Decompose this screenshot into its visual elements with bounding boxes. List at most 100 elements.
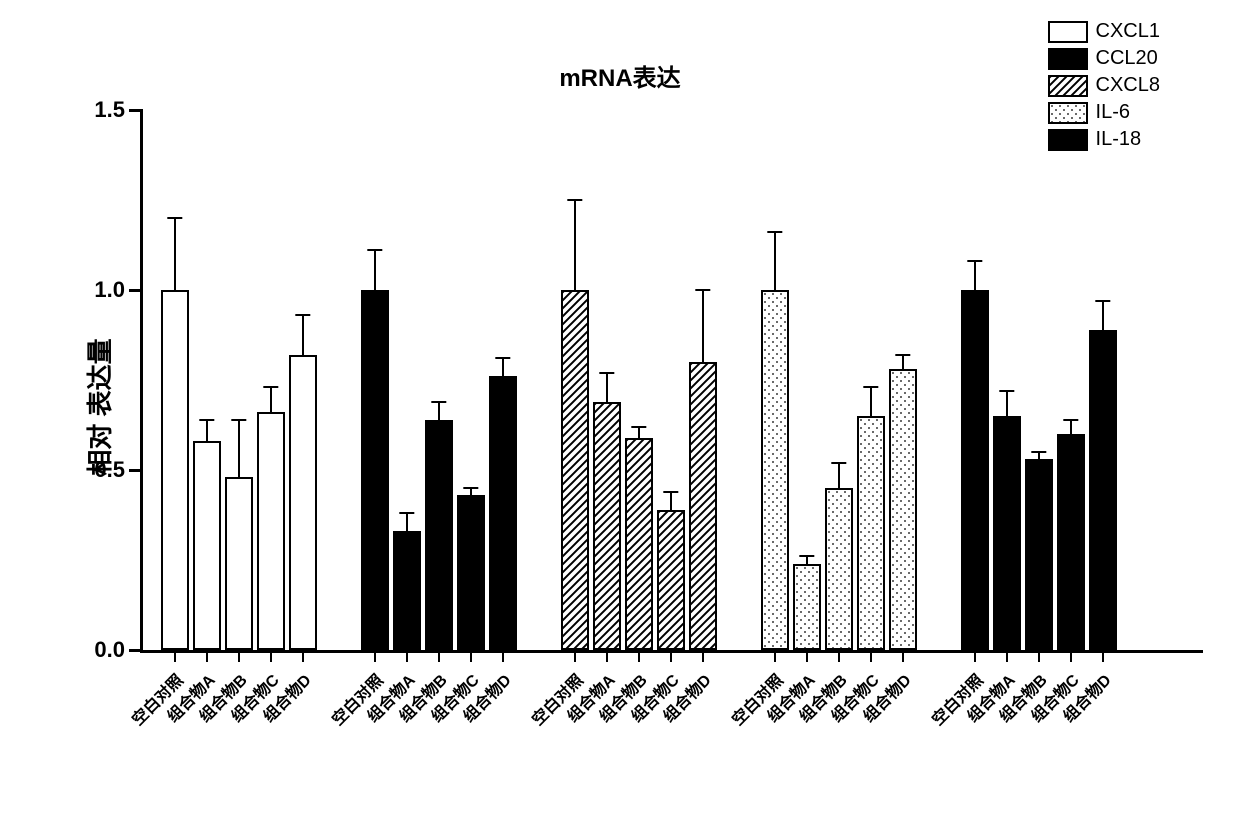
error-cap <box>463 487 478 489</box>
error-cap <box>631 426 646 428</box>
bar <box>593 402 621 650</box>
error-bar <box>1102 301 1104 330</box>
x-tick <box>870 650 872 662</box>
error-cap <box>1063 419 1078 421</box>
x-tick <box>238 650 240 662</box>
error-bar <box>574 200 576 290</box>
error-cap <box>1031 451 1046 453</box>
x-tick <box>1006 650 1008 662</box>
x-tick <box>1038 650 1040 662</box>
x-tick <box>806 650 808 662</box>
chart-title: mRNA表达 <box>559 58 680 93</box>
legend-swatch <box>1048 75 1088 97</box>
bar <box>961 290 989 650</box>
error-bar <box>374 250 376 290</box>
error-cap <box>231 419 246 421</box>
error-bar <box>438 402 440 420</box>
x-tick <box>502 650 504 662</box>
error-cap <box>1095 300 1110 302</box>
x-tick <box>302 650 304 662</box>
x-tick <box>702 650 704 662</box>
error-bar <box>1070 420 1072 434</box>
bar <box>289 355 317 650</box>
error-bar <box>502 358 504 376</box>
error-bar <box>302 315 304 355</box>
error-bar <box>606 373 608 402</box>
x-tick <box>206 650 208 662</box>
plot-area: 0.00.51.01.5空白对照组合物A组合物B组合物C组合物D空白对照组合物A… <box>140 110 1203 653</box>
legend-swatch <box>1048 48 1088 70</box>
error-cap <box>831 462 846 464</box>
y-tick <box>129 109 143 112</box>
error-cap <box>695 289 710 291</box>
y-tick <box>129 469 143 472</box>
y-tick <box>129 289 143 292</box>
bar <box>561 290 589 650</box>
bar <box>1025 459 1053 650</box>
error-cap <box>863 386 878 388</box>
x-tick <box>270 650 272 662</box>
bar <box>825 488 853 650</box>
error-bar <box>238 420 240 478</box>
x-tick <box>670 650 672 662</box>
legend-item: CXCL8 <box>1048 74 1160 97</box>
legend-item: CXCL1 <box>1048 20 1160 43</box>
legend-label: CCL20 <box>1096 47 1158 70</box>
bar <box>657 510 685 650</box>
y-tick-label: 1.5 <box>94 97 125 123</box>
error-bar <box>670 492 672 510</box>
x-tick <box>438 650 440 662</box>
error-cap <box>495 357 510 359</box>
y-tick <box>129 649 143 652</box>
x-tick <box>1102 650 1104 662</box>
legend-label: CXCL1 <box>1096 20 1160 43</box>
error-bar <box>174 218 176 290</box>
error-cap <box>999 390 1014 392</box>
error-cap <box>399 512 414 514</box>
error-cap <box>895 354 910 356</box>
bar <box>689 362 717 650</box>
error-bar <box>774 232 776 290</box>
y-axis-label: 相对 表达量 <box>80 338 117 475</box>
bar <box>857 416 885 650</box>
error-cap <box>767 231 782 233</box>
error-bar <box>974 261 976 290</box>
error-cap <box>199 419 214 421</box>
bar <box>457 495 485 650</box>
error-cap <box>263 386 278 388</box>
y-tick-label: 1.0 <box>94 277 125 303</box>
bar <box>361 290 389 650</box>
bar <box>889 369 917 650</box>
x-tick <box>974 650 976 662</box>
error-bar <box>1038 452 1040 459</box>
error-cap <box>599 372 614 374</box>
x-tick <box>574 650 576 662</box>
error-bar <box>1006 391 1008 416</box>
bar <box>993 416 1021 650</box>
x-tick <box>902 650 904 662</box>
error-cap <box>295 314 310 316</box>
error-bar <box>806 556 808 563</box>
x-tick <box>470 650 472 662</box>
error-bar <box>902 355 904 369</box>
error-bar <box>838 463 840 488</box>
x-tick <box>406 650 408 662</box>
bar <box>1089 330 1117 650</box>
y-tick-label: 0.5 <box>94 457 125 483</box>
error-cap <box>367 249 382 251</box>
bar <box>489 376 517 650</box>
error-bar <box>470 488 472 495</box>
x-tick <box>1070 650 1072 662</box>
bar <box>161 290 189 650</box>
bar <box>793 564 821 650</box>
bar <box>225 477 253 650</box>
x-tick <box>374 650 376 662</box>
legend-swatch <box>1048 21 1088 43</box>
error-cap <box>567 199 582 201</box>
error-bar <box>206 420 208 442</box>
bar <box>761 290 789 650</box>
error-bar <box>270 387 272 412</box>
error-bar <box>870 387 872 416</box>
legend-item: CCL20 <box>1048 47 1160 70</box>
error-cap <box>431 401 446 403</box>
